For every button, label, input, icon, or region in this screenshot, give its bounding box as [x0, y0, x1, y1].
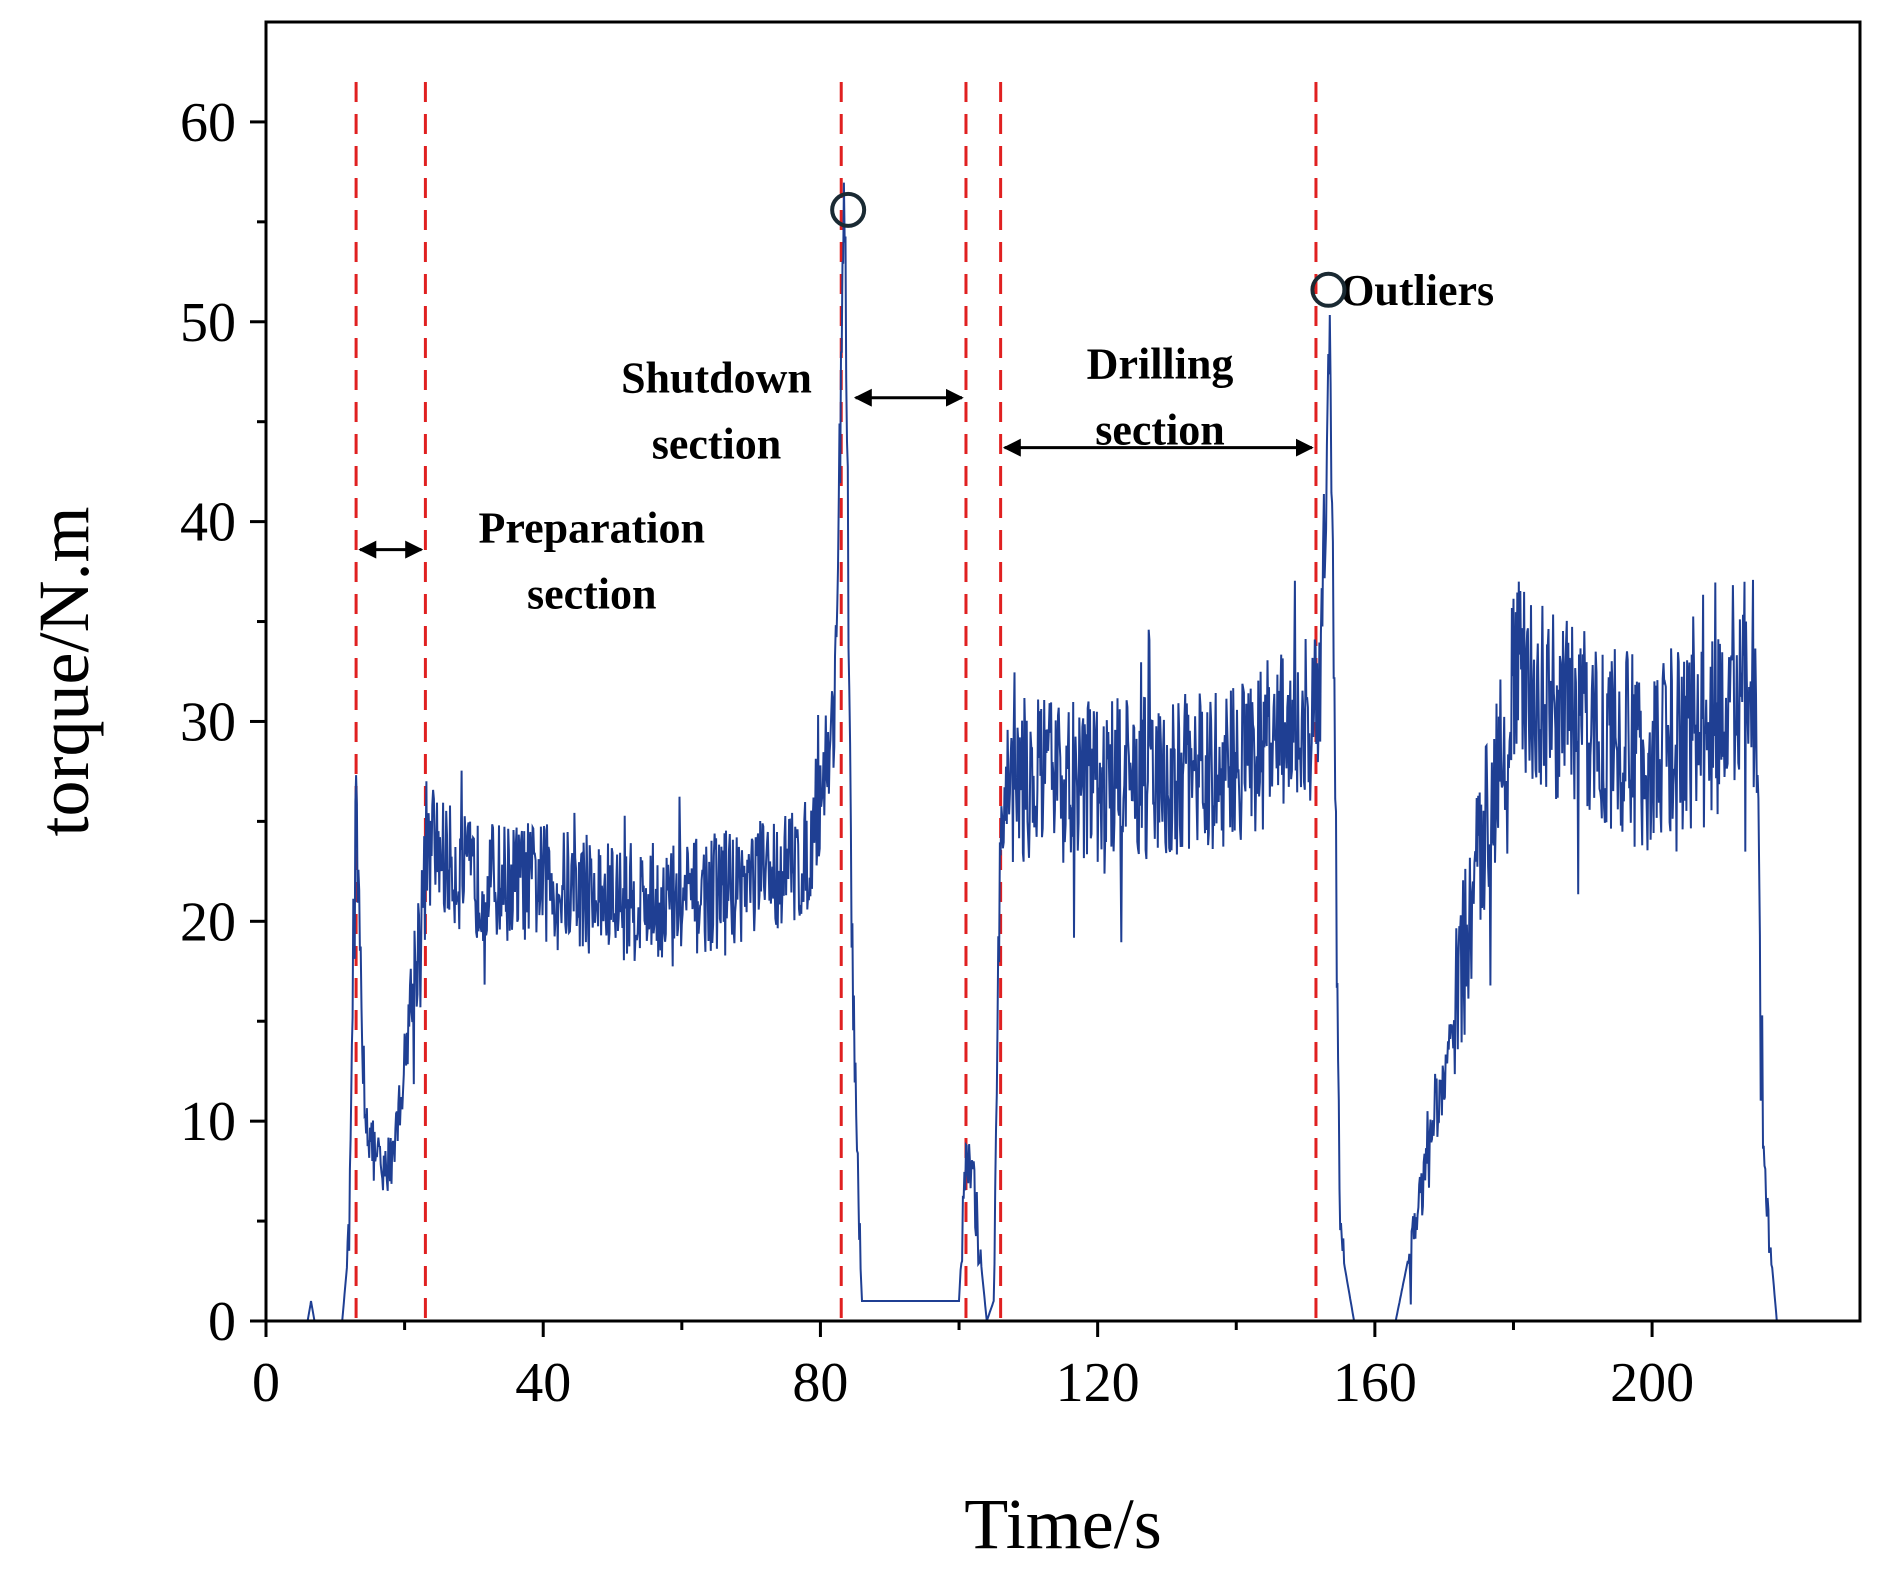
outlier-circle — [1310, 271, 1347, 308]
x-tick-label: 120 — [1056, 1352, 1140, 1414]
outliers-label-line: Outliers — [1340, 266, 1494, 315]
x-tick-label: 80 — [792, 1352, 848, 1414]
y-tick-label: 10 — [180, 1091, 236, 1153]
preparation-label-line: Preparation — [478, 504, 705, 553]
plot-frame — [264, 20, 1862, 1323]
outlier-circle — [830, 191, 867, 228]
y-tick-label: 40 — [180, 492, 236, 554]
x-tick-label: 160 — [1333, 1352, 1417, 1414]
x-tick-label: 200 — [1610, 1352, 1694, 1414]
y-tick-label: 30 — [180, 691, 236, 753]
y-tick-label: 20 — [180, 891, 236, 953]
shutdown-label-line: Shutdown — [621, 354, 812, 403]
x-axis-title: Time/s — [964, 1484, 1161, 1564]
x-tick-label: 40 — [515, 1352, 571, 1414]
drilling-label-line: Drilling — [1087, 340, 1234, 389]
y-tick-label: 50 — [180, 292, 236, 354]
x-axis-ticks: 0 40 80 120 160 200 — [252, 1321, 1694, 1414]
y-tick-label: 60 — [180, 92, 236, 154]
x-tick-label: 0 — [252, 1352, 280, 1414]
series-group — [266, 182, 1791, 1322]
shutdown-label-line: section — [652, 420, 782, 469]
y-tick-label: 0 — [208, 1291, 236, 1353]
preparation-label-line: section — [527, 570, 657, 619]
y-axis-title: torque/N.m — [24, 507, 104, 837]
torque-series-line — [266, 182, 1791, 1322]
y-axis-ticks: 0 10 20 30 40 50 60 — [180, 92, 266, 1353]
drilling-label-line: section — [1095, 406, 1225, 455]
annotations-group: Preparation section Shutdown section Drillin… — [358, 191, 1494, 619]
